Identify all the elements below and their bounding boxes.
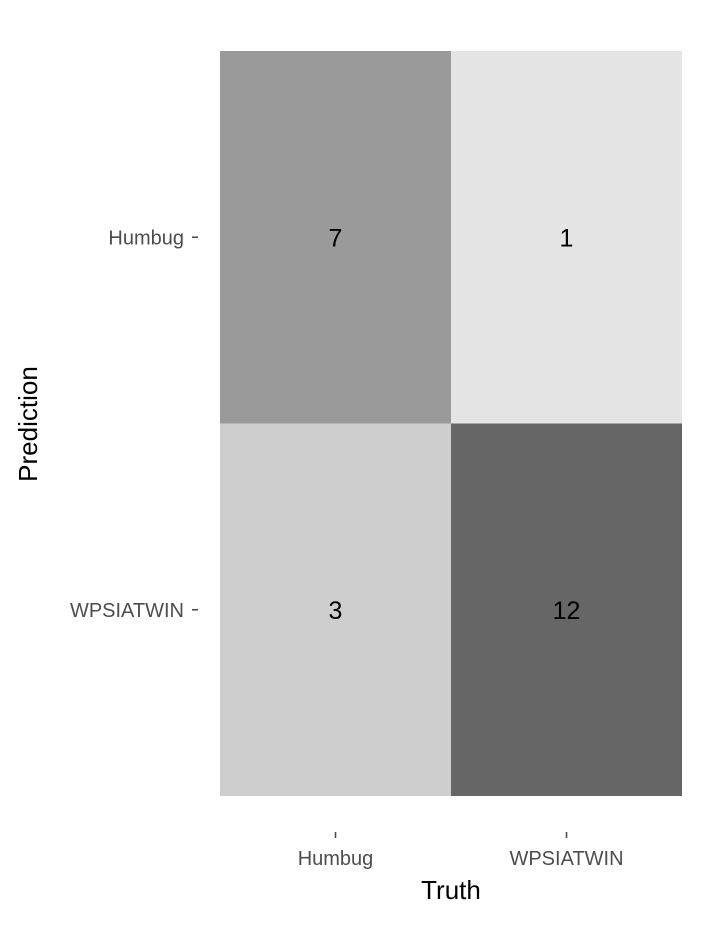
cell-value-label: 1 [560, 224, 574, 252]
x-tick-label-wpsiatwin: WPSIATWIN [509, 848, 623, 870]
x-axis-title: Truth [421, 875, 481, 905]
y-axis: Humbug WPSIATWIN [70, 227, 198, 622]
cell-value-label: 3 [329, 597, 343, 625]
cell-value-label: 7 [329, 224, 343, 252]
x-axis: Humbug WPSIATWIN [298, 832, 624, 870]
x-tick-label-humbug: Humbug [298, 848, 374, 870]
cell-value-label: 12 [553, 597, 581, 625]
heatmap-cells [220, 51, 682, 796]
y-tick-label-humbug: Humbug [108, 227, 184, 249]
y-tick-label-wpsiatwin: WPSIATWIN [70, 600, 184, 622]
y-axis-title: Prediction [13, 366, 43, 482]
